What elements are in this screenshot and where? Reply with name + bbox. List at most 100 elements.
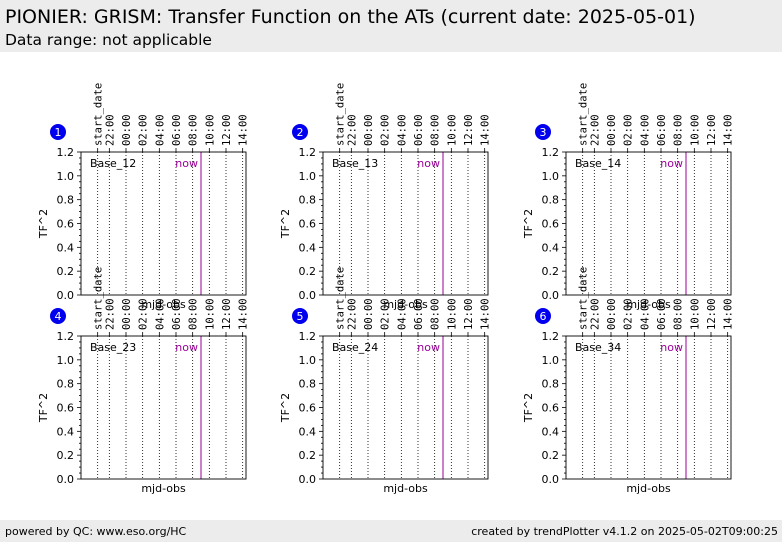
panel-number-badge bbox=[50, 124, 66, 140]
y-tick-label: 0.4 bbox=[299, 241, 317, 254]
top-x-tick-label: 14:00 bbox=[723, 114, 735, 146]
top-x-tick-label: 08:00 bbox=[430, 114, 442, 146]
y-tick-label: 0.2 bbox=[299, 265, 317, 278]
plot-frame bbox=[322, 151, 489, 296]
top-x-tick-label: 12:00 bbox=[463, 114, 475, 146]
now-label: now bbox=[175, 157, 198, 170]
page-subtitle: Data range: not applicable bbox=[5, 31, 212, 49]
top-x-tick-label: 08:00 bbox=[188, 298, 200, 330]
top-x-tick-label: 14:00 bbox=[238, 114, 250, 146]
top-x-tick-label: 00:00 bbox=[121, 114, 133, 146]
top-x-tick-label: 22:00 bbox=[104, 114, 116, 146]
y-tick-label: 1.2 bbox=[57, 146, 75, 159]
chart-panel-2: start_date 22:00 00:00 02:00 04:00 06:00 08:00… bbox=[279, 83, 492, 311]
top-x-tick-label: 22:00 bbox=[104, 298, 116, 330]
chart-panel-3: start_date 22:00 00:00 02:00 04:00 06:00 08:00… bbox=[522, 83, 735, 311]
y-tick-label: 1.2 bbox=[57, 330, 75, 343]
page-footer: powered by QC: www.eso.org/HC created by… bbox=[0, 520, 782, 542]
top-x-tick-label: 10:00 bbox=[446, 114, 458, 146]
y-tick-label: 1.0 bbox=[299, 354, 317, 367]
y-axis-label: TF^2 bbox=[522, 209, 535, 239]
top-x-tick-label: 22:00 bbox=[346, 114, 358, 146]
top-x-tick-label: 14:00 bbox=[238, 298, 250, 330]
now-label: now bbox=[175, 341, 198, 354]
y-tick-label: 0.0 bbox=[57, 473, 75, 486]
x-axis-label: mjd-obs bbox=[383, 298, 428, 311]
top-x-tick-label: 12:00 bbox=[463, 298, 475, 330]
top-x-tick-label: 04:00 bbox=[639, 298, 651, 330]
chart-panel-6: start_date 22:00 00:00 02:00 04:00 06:00 08:00… bbox=[522, 267, 735, 495]
y-tick-label: 0.0 bbox=[542, 289, 560, 302]
plot-frame bbox=[565, 335, 732, 480]
x-axis-label: mjd-obs bbox=[141, 482, 186, 495]
panel-baseline-label: Base_34 bbox=[575, 341, 621, 354]
top-x-tick-label: 12:00 bbox=[706, 114, 718, 146]
y-tick-label: 0.4 bbox=[542, 241, 560, 254]
y-tick-label: 0.2 bbox=[57, 265, 75, 278]
y-tick-label: 0.4 bbox=[299, 425, 317, 438]
top-x-tick-label: 06:00 bbox=[656, 298, 668, 330]
top-x-tick-label: 10:00 bbox=[204, 298, 216, 330]
top-x-tick-label: 08:00 bbox=[430, 298, 442, 330]
now-label: now bbox=[660, 157, 683, 170]
y-tick-label: 1.0 bbox=[542, 354, 560, 367]
top-x-tick-label: 06:00 bbox=[413, 298, 425, 330]
y-tick-label: 0.0 bbox=[299, 473, 317, 486]
panel-baseline-label: Base_24 bbox=[332, 341, 378, 354]
top-x-tick-label: 06:00 bbox=[171, 114, 183, 146]
top-x-tick-label: 10:00 bbox=[446, 298, 458, 330]
panel-baseline-label: Base_23 bbox=[90, 341, 136, 354]
panel-number-badge bbox=[50, 308, 66, 324]
top-x-tick-label: 00:00 bbox=[606, 298, 618, 330]
y-tick-label: 0.8 bbox=[542, 194, 560, 207]
y-tick-label: 0.8 bbox=[57, 194, 75, 207]
top-x-tick-label: 04:00 bbox=[639, 114, 651, 146]
y-axis-label: TF^2 bbox=[279, 209, 292, 239]
y-tick-label: 0.6 bbox=[57, 402, 75, 415]
top-x-tick-label: 06:00 bbox=[171, 298, 183, 330]
chart-panel-4: start_date 22:00 00:00 02:00 04:00 06:00 08:00… bbox=[37, 267, 250, 495]
top-x-tick-label: 02:00 bbox=[138, 298, 150, 330]
y-tick-label: 0.0 bbox=[299, 289, 317, 302]
panel-number-badge bbox=[535, 124, 551, 140]
top-x-tick-label: 00:00 bbox=[363, 114, 375, 146]
top-x-tick-label: 14:00 bbox=[723, 298, 735, 330]
top-x-tick-label: 04:00 bbox=[396, 298, 408, 330]
panel-number: 6 bbox=[540, 310, 547, 323]
y-axis-label: TF^2 bbox=[37, 393, 50, 423]
y-tick-label: 0.8 bbox=[542, 378, 560, 391]
top-x-tick-label: 02:00 bbox=[380, 114, 392, 146]
y-axis-label: TF^2 bbox=[37, 209, 50, 239]
x-axis-label: mjd-obs bbox=[141, 298, 186, 311]
top-x-tick-label: 00:00 bbox=[363, 298, 375, 330]
top-x-tick-label: 10:00 bbox=[204, 114, 216, 146]
y-axis-label: TF^2 bbox=[522, 393, 535, 423]
y-axis-label: TF^2 bbox=[279, 393, 292, 423]
plot-frame bbox=[322, 335, 489, 480]
top-x-tick-label: start_date bbox=[93, 267, 105, 330]
top-x-tick-label: 22:00 bbox=[589, 114, 601, 146]
y-tick-label: 1.0 bbox=[57, 170, 75, 183]
y-tick-label: 0.4 bbox=[57, 241, 75, 254]
top-x-tick-label: 10:00 bbox=[689, 298, 701, 330]
chart-panel-5: start_date 22:00 00:00 02:00 04:00 06:00 08:00… bbox=[279, 267, 492, 495]
page-header: PIONIER: GRISM: Transfer Function on the… bbox=[0, 0, 782, 52]
now-label: now bbox=[660, 341, 683, 354]
top-x-tick-label: 00:00 bbox=[606, 114, 618, 146]
y-tick-label: 0.6 bbox=[299, 402, 317, 415]
y-tick-label: 0.0 bbox=[542, 473, 560, 486]
top-x-tick-label: 10:00 bbox=[689, 114, 701, 146]
chart-panel-1: start_date 22:00 00:00 02:00 04:00 06:00 08:00… bbox=[37, 83, 250, 311]
x-axis-label: mjd-obs bbox=[383, 482, 428, 495]
y-tick-label: 0.4 bbox=[542, 425, 560, 438]
top-x-tick-label: start_date bbox=[93, 83, 105, 146]
y-tick-label: 0.2 bbox=[299, 449, 317, 462]
y-tick-label: 0.0 bbox=[57, 289, 75, 302]
y-tick-label: 0.8 bbox=[299, 378, 317, 391]
y-tick-label: 0.8 bbox=[299, 194, 317, 207]
y-tick-label: 1.0 bbox=[542, 170, 560, 183]
panel-number: 5 bbox=[297, 310, 304, 323]
x-axis-label: mjd-obs bbox=[626, 482, 671, 495]
top-x-tick-label: 14:00 bbox=[480, 114, 492, 146]
top-x-tick-label: start_date bbox=[578, 83, 590, 146]
